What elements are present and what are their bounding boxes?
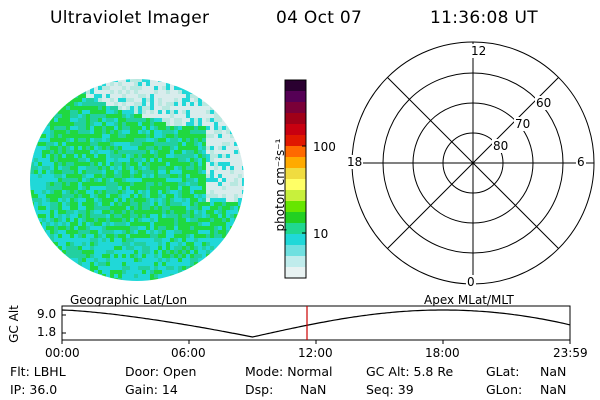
info-door: Door: Open [125,364,197,379]
info-gain: Gain: 14 [125,382,178,397]
mlt-label-0: 0 [466,275,476,289]
colorbar-band [285,80,306,92]
lat-label-60: 60 [535,96,553,110]
timeline-ylabel: GC Alt [7,305,21,343]
timeline-xtick-label-2359: 23:59 [553,346,588,360]
image-date: 04 Oct 07 [276,8,363,28]
info-glat-label: GLat: [486,364,520,379]
image-time: 11:36:08 UT [430,8,538,28]
colorbar-band [285,157,306,169]
info-mode: Mode: Normal [245,364,333,379]
timeline-ytick-label-1.8: 1.8 [37,325,57,339]
colorbar-tick-label-10: 10 [313,227,329,241]
info-dsp-label: Dsp: [245,382,274,397]
colorbar-band [285,91,306,103]
colorbar-band [285,135,306,147]
info-filter: Flt: LBHL [10,364,66,379]
timeline-ytick-label-9: 9.0 [37,307,57,321]
colorbar-band [285,179,306,191]
info-dsp-value: NaN [300,382,327,397]
colorbar-band [285,245,306,257]
instrument-title: Ultraviolet Imager [50,8,210,28]
info-glon-value: NaN [540,382,567,397]
lat-label-80: 80 [492,139,510,153]
colorbar-band [285,113,306,125]
colorbar-band [285,267,306,279]
timeline-xtick-label-0000: 00:00 [45,346,80,360]
colorbar-band [285,190,306,202]
polar-meridian-diag-b [387,77,559,249]
timeline-left-title: Geographic Lat/Lon [70,293,188,307]
timeline-xtick-label-1200: 12:00 [298,346,333,360]
timeline-xtick-label-1800: 18:00 [425,346,460,360]
colorbar-band [285,168,306,180]
info-seq: Seq: 39 [366,382,414,397]
info-ip: IP: 36.0 [10,382,58,397]
colorbar-frame [284,79,307,279]
mlt-label-6: 6 [576,155,586,169]
colorbar-band [285,212,306,224]
colorbar-tick-label-100: 100 [313,140,336,154]
mlt-label-12: 12 [470,44,488,58]
colorbar-band [285,146,306,158]
timeline-right-title: Apex MLat/MLT [424,293,514,307]
altitude-curve [61,309,571,338]
info-gc-alt: GC Alt: 5.8 Re [366,364,454,379]
info-glat-value: NaN [540,364,567,379]
colorbar-band [285,124,306,136]
colorbar-band [285,256,306,268]
colorbar [285,80,306,279]
colorbar-band [285,102,306,114]
info-glon-label: GLon: [486,382,523,397]
colorbar-band [285,234,306,246]
colorbar-band [285,223,306,235]
mlt-label-18: 18 [346,155,364,169]
lat-label-70: 70 [514,117,532,131]
colorbar-band [285,201,306,213]
timeline-xtick-label-0600: 06:00 [171,346,206,360]
